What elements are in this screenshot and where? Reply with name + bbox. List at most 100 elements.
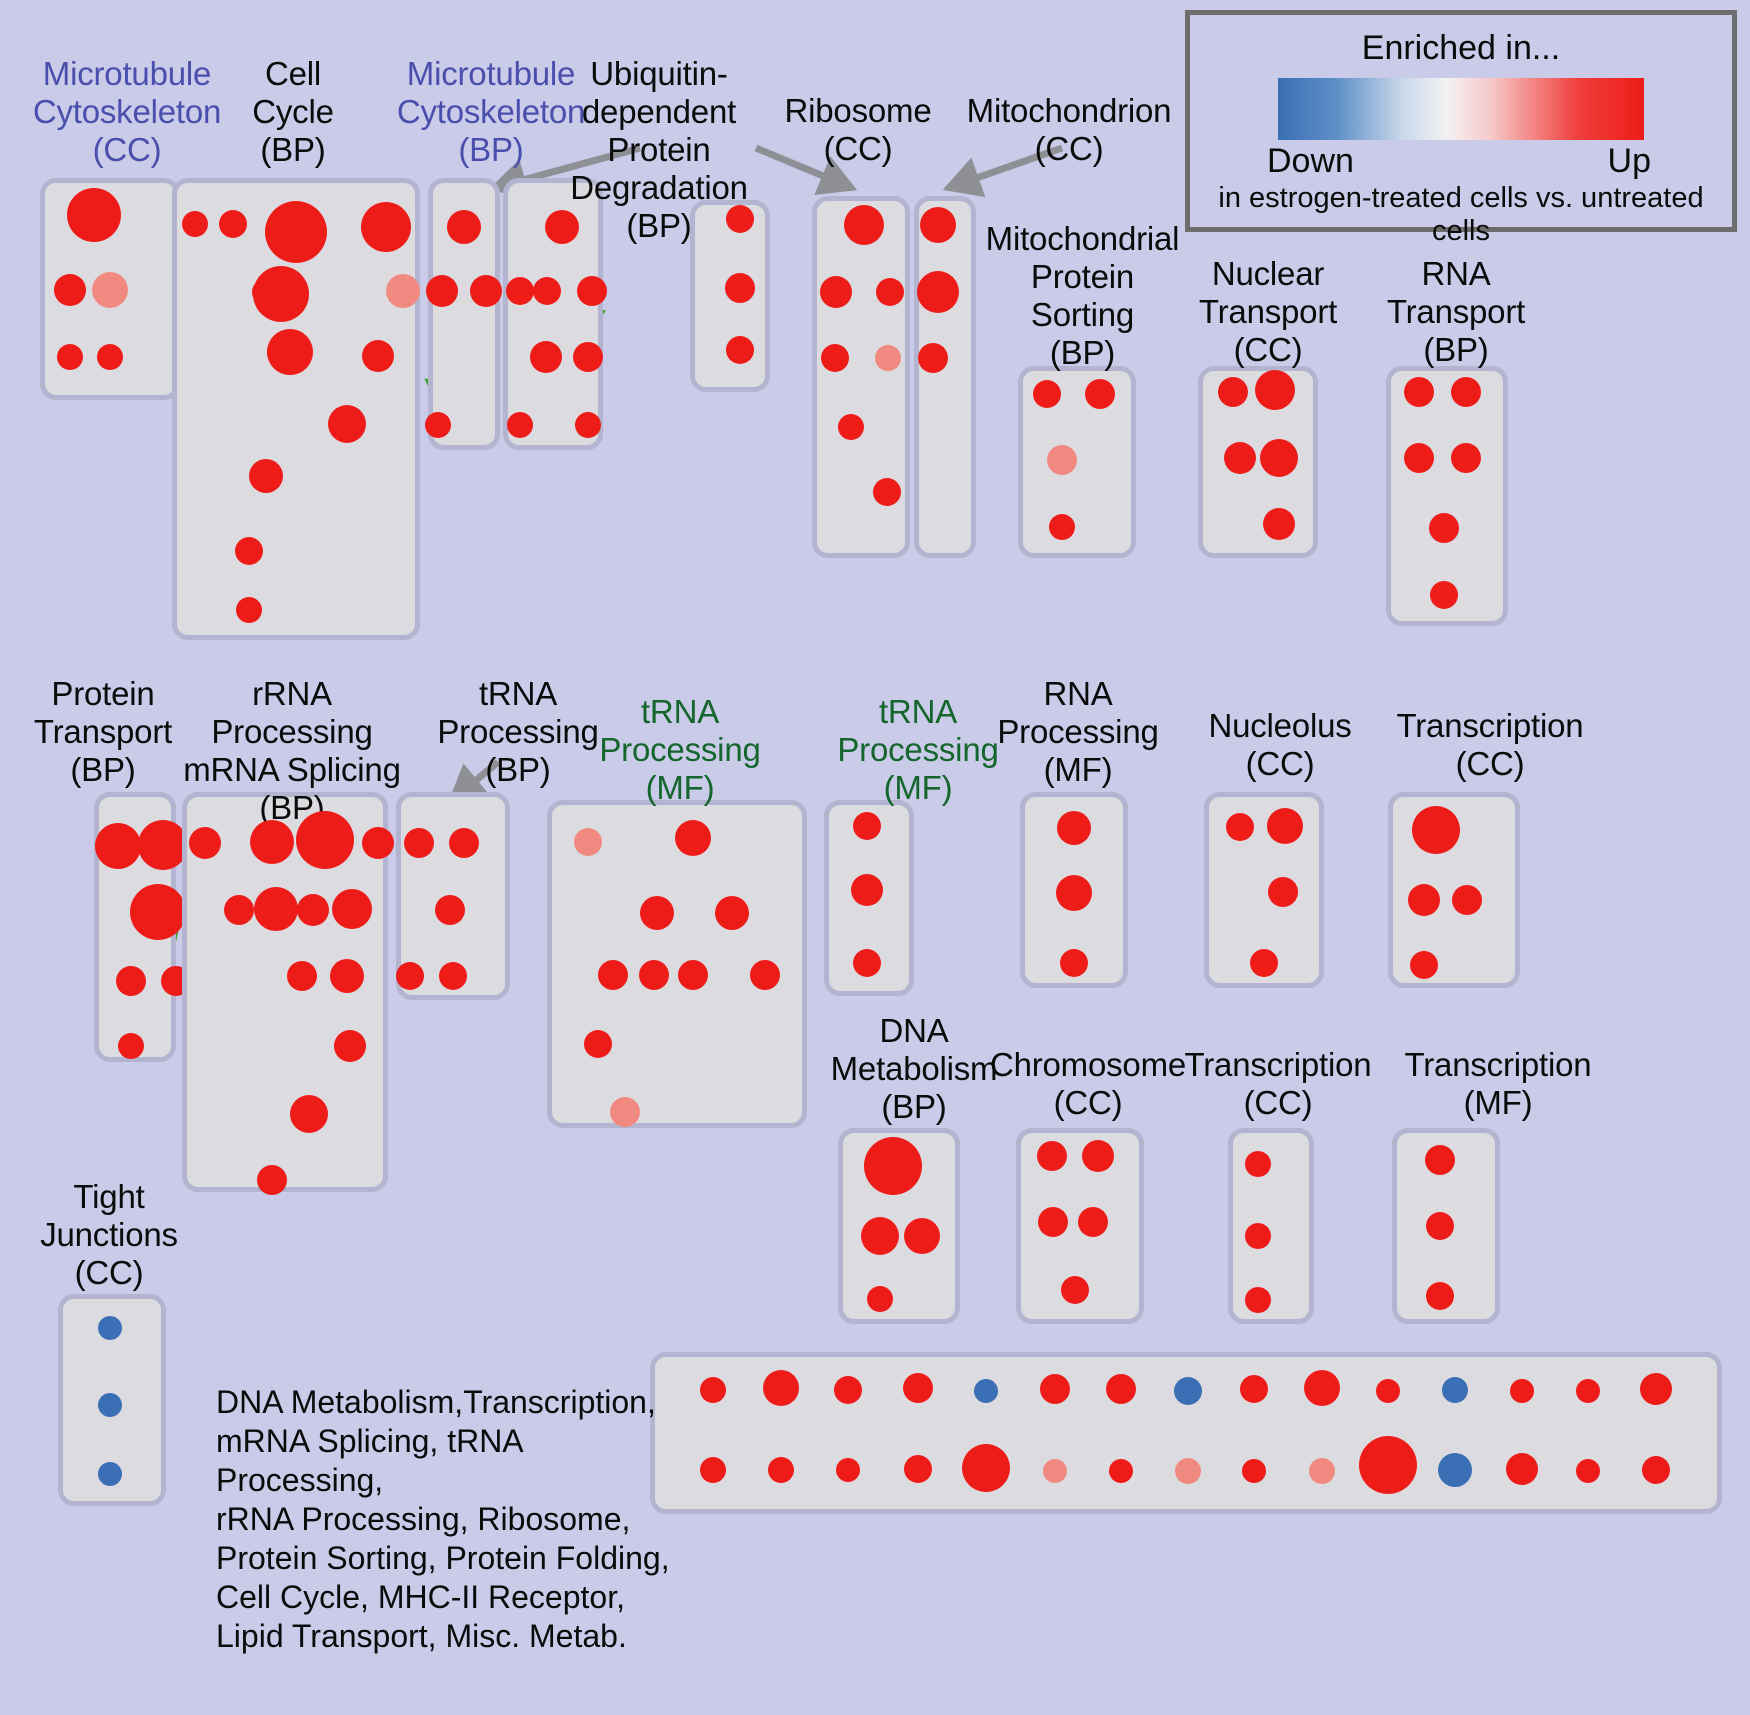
gene-node[interactable]	[867, 1286, 893, 1312]
gene-node[interactable]	[1047, 445, 1077, 475]
gene-node[interactable]	[610, 1097, 640, 1127]
gene-node[interactable]	[763, 1370, 799, 1406]
gene-node[interactable]	[249, 459, 283, 493]
gene-node[interactable]	[640, 896, 674, 930]
gene-node[interactable]	[254, 887, 298, 931]
gene-node[interactable]	[97, 344, 123, 370]
gene-node[interactable]	[98, 1393, 122, 1417]
cluster-box-cell-cycle-bp[interactable]	[172, 178, 420, 640]
gene-node[interactable]	[1642, 1456, 1670, 1484]
gene-node[interactable]	[834, 1376, 862, 1404]
gene-node[interactable]	[54, 274, 86, 306]
gene-node[interactable]	[1240, 1375, 1268, 1403]
gene-node[interactable]	[404, 828, 434, 858]
gene-node[interactable]	[1404, 443, 1434, 473]
gene-node[interactable]	[362, 827, 394, 859]
gene-node[interactable]	[386, 274, 420, 308]
gene-node[interactable]	[1061, 1276, 1089, 1304]
gene-node[interactable]	[1255, 370, 1295, 410]
gene-node[interactable]	[1304, 1370, 1340, 1406]
gene-node[interactable]	[1438, 1453, 1472, 1487]
cluster-box-ribosome-cc[interactable]	[812, 196, 910, 558]
gene-node[interactable]	[267, 329, 313, 375]
gene-node[interactable]	[1038, 1207, 1068, 1237]
gene-node[interactable]	[92, 272, 128, 308]
gene-node[interactable]	[296, 811, 354, 869]
gene-node[interactable]	[1309, 1458, 1335, 1484]
gene-node[interactable]	[1175, 1458, 1201, 1484]
gene-node[interactable]	[1576, 1459, 1600, 1483]
gene-node[interactable]	[1106, 1374, 1136, 1404]
cluster-box-transcription-cc-2[interactable]	[1228, 1128, 1314, 1324]
cluster-box-microtubule-cytoskeleton-bp[interactable]	[428, 178, 500, 450]
gene-node[interactable]	[98, 1316, 122, 1340]
gene-node[interactable]	[1426, 1282, 1454, 1310]
gene-node[interactable]	[1506, 1453, 1538, 1485]
gene-node[interactable]	[1049, 514, 1075, 540]
gene-node[interactable]	[700, 1457, 726, 1483]
gene-node[interactable]	[1082, 1140, 1114, 1172]
gene-node[interactable]	[1218, 377, 1248, 407]
gene-node[interactable]	[1057, 811, 1091, 845]
gene-node[interactable]	[962, 1444, 1010, 1492]
gene-node[interactable]	[1451, 377, 1481, 407]
gene-node[interactable]	[853, 949, 881, 977]
gene-node[interactable]	[361, 202, 411, 252]
gene-node[interactable]	[726, 336, 754, 364]
gene-node[interactable]	[116, 966, 146, 996]
gene-node[interactable]	[189, 827, 221, 859]
gene-node[interactable]	[1060, 949, 1088, 977]
gene-node[interactable]	[447, 210, 481, 244]
gene-node[interactable]	[920, 207, 956, 243]
gene-node[interactable]	[506, 277, 534, 305]
gene-node[interactable]	[1085, 379, 1115, 409]
gene-node[interactable]	[1510, 1379, 1534, 1403]
gene-node[interactable]	[1452, 885, 1482, 915]
gene-node[interactable]	[1576, 1379, 1600, 1403]
gene-node[interactable]	[530, 341, 562, 373]
gene-node[interactable]	[598, 960, 628, 990]
gene-node[interactable]	[1359, 1436, 1417, 1494]
gene-node[interactable]	[853, 812, 881, 840]
gene-node[interactable]	[1250, 949, 1278, 977]
cluster-box-mitochondrion-cc[interactable]	[914, 196, 976, 558]
gene-node[interactable]	[1426, 1212, 1454, 1240]
gene-node[interactable]	[584, 1030, 612, 1058]
gene-node[interactable]	[1224, 442, 1256, 474]
gene-node[interactable]	[545, 210, 579, 244]
gene-node[interactable]	[328, 405, 366, 443]
gene-node[interactable]	[1056, 875, 1092, 911]
gene-node[interactable]	[838, 414, 864, 440]
gene-node[interactable]	[182, 211, 208, 237]
gene-node[interactable]	[917, 271, 959, 313]
gene-node[interactable]	[290, 1095, 328, 1133]
gene-node[interactable]	[1040, 1374, 1070, 1404]
gene-node[interactable]	[1109, 1459, 1133, 1483]
gene-node[interactable]	[1404, 377, 1434, 407]
gene-node[interactable]	[844, 205, 884, 245]
cluster-box-rrna-processing-mrna-splicing-bp[interactable]	[182, 792, 388, 1192]
gene-node[interactable]	[334, 1030, 366, 1062]
gene-node[interactable]	[715, 896, 749, 930]
gene-node[interactable]	[1174, 1377, 1202, 1405]
gene-node[interactable]	[98, 1462, 122, 1486]
gene-node[interactable]	[1263, 508, 1295, 540]
gene-node[interactable]	[224, 895, 254, 925]
gene-node[interactable]	[700, 1377, 726, 1403]
gene-node[interactable]	[1430, 581, 1458, 609]
gene-node[interactable]	[904, 1455, 932, 1483]
gene-node[interactable]	[265, 201, 327, 263]
gene-node[interactable]	[836, 1458, 860, 1482]
gene-node[interactable]	[1640, 1373, 1672, 1405]
gene-node[interactable]	[864, 1137, 922, 1195]
gene-node[interactable]	[904, 1218, 940, 1254]
gene-node[interactable]	[575, 412, 601, 438]
gene-node[interactable]	[95, 823, 141, 869]
gene-node[interactable]	[851, 874, 883, 906]
gene-node[interactable]	[1245, 1223, 1271, 1249]
gene-node[interactable]	[118, 1033, 144, 1059]
gene-node[interactable]	[1033, 380, 1061, 408]
gene-node[interactable]	[297, 894, 329, 926]
gene-node[interactable]	[861, 1217, 899, 1255]
gene-node[interactable]	[1442, 1377, 1468, 1403]
